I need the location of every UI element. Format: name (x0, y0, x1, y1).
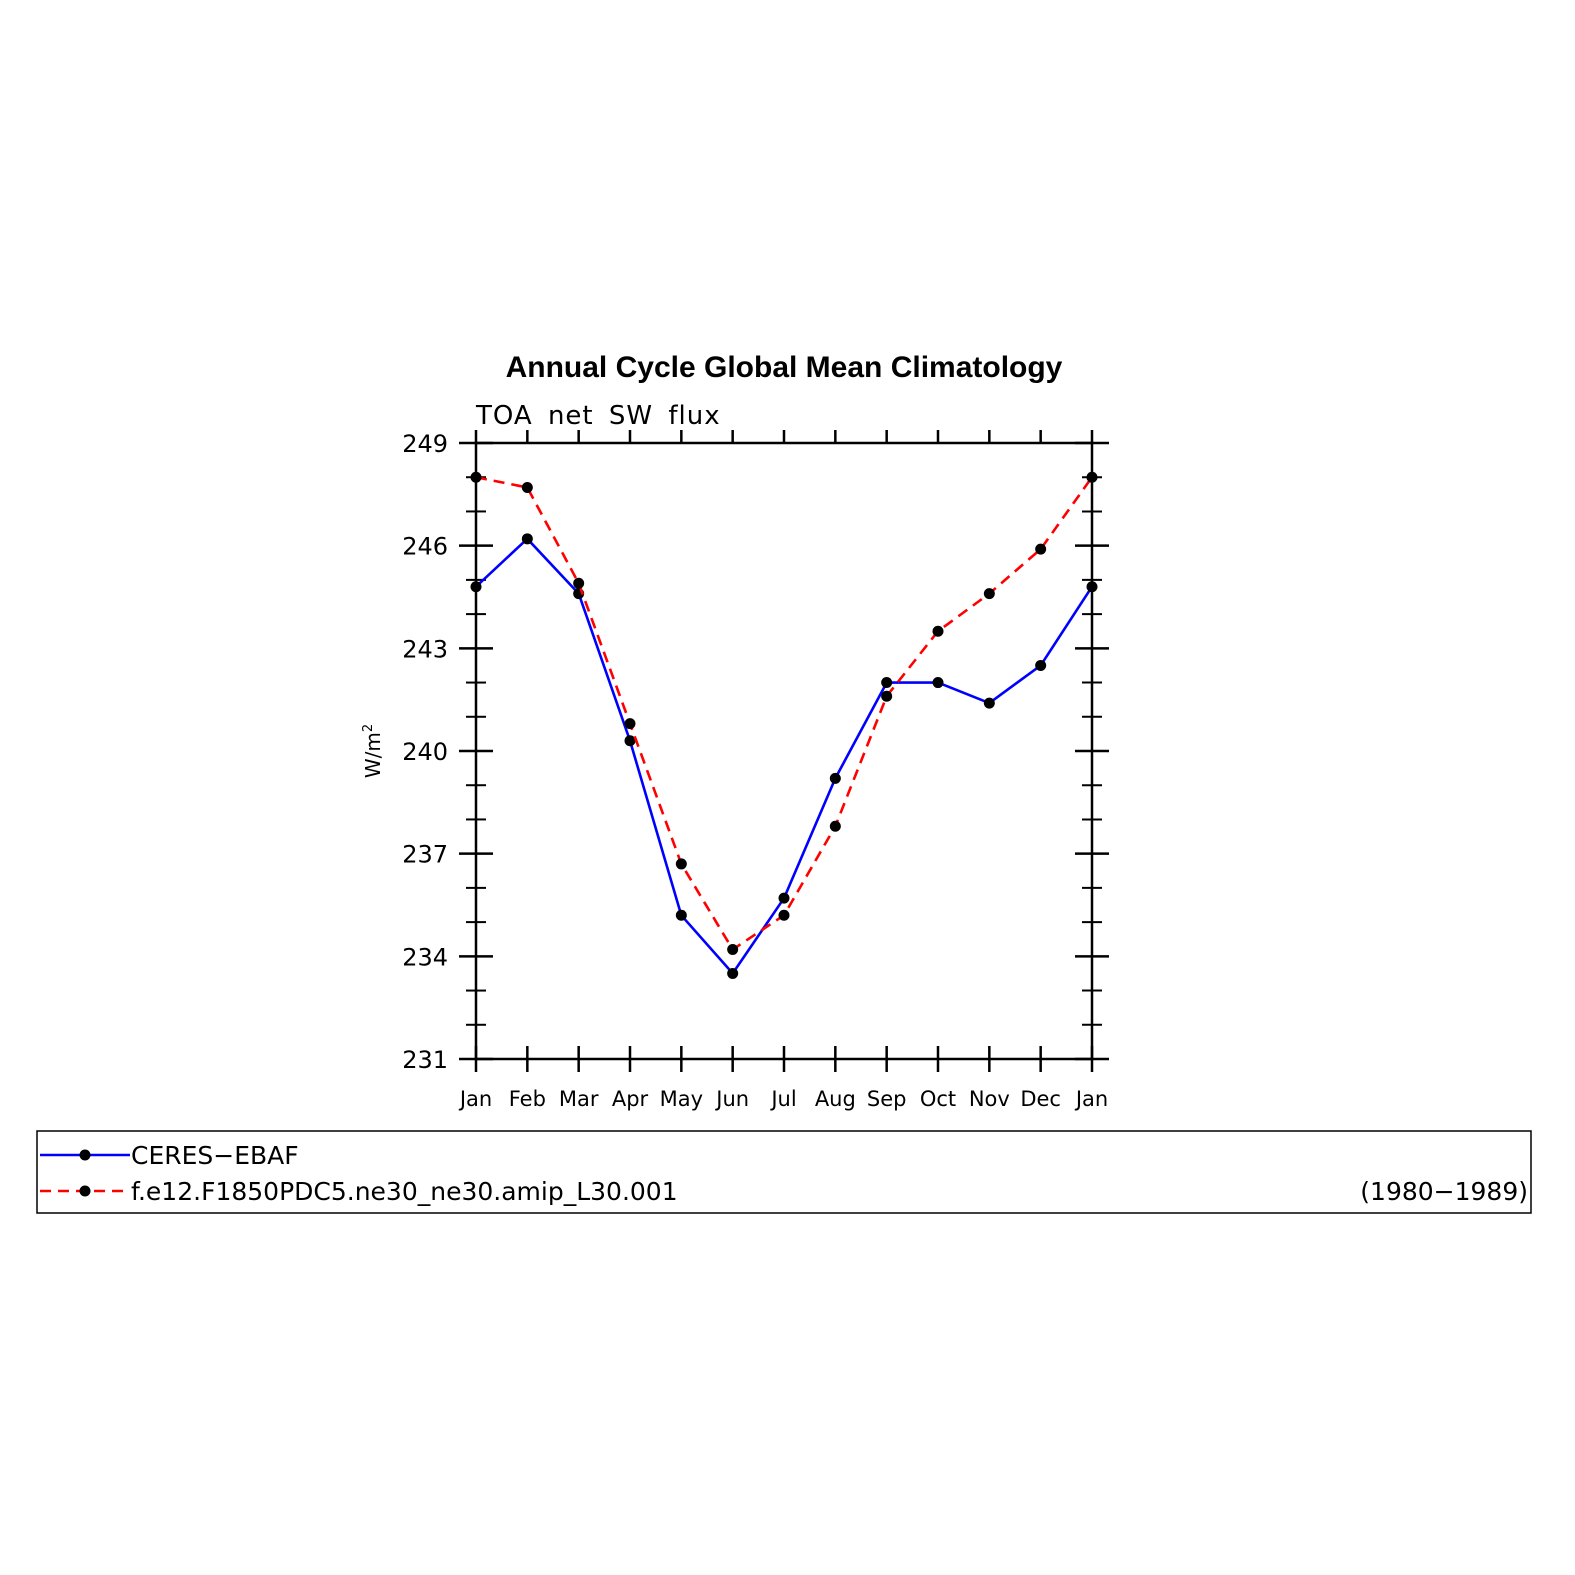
x-tick-label: Jan (1074, 1087, 1108, 1111)
y-tick-label: 234 (402, 943, 448, 971)
x-tick-label: May (660, 1087, 703, 1111)
series-1-point (1086, 471, 1098, 483)
legend: CERES−EBAF f.e12.F1850PDC5.ne30_ne30.amip… (36, 1130, 1532, 1214)
series-1-point (727, 943, 739, 955)
series-0-point (778, 892, 790, 904)
x-tick-label: Dec (1020, 1087, 1061, 1111)
series-0-point (675, 909, 687, 921)
series-1-point (675, 858, 687, 870)
legend-label-1: f.e12.F1850PDC5.ne30_ne30.amip_L30.001 (131, 1177, 678, 1206)
plot-area (470, 471, 1098, 979)
y-tick-label: 231 (402, 1046, 448, 1074)
legend-box (36, 1130, 1532, 1214)
series-0-point (932, 677, 944, 689)
y-tick-label: 237 (402, 841, 448, 869)
x-tick-label: Aug (815, 1087, 856, 1111)
legend-date-range: (1980−1989) (1360, 1177, 1528, 1206)
series-0-point (983, 697, 995, 709)
x-tick-label: Sep (867, 1087, 907, 1111)
y-tick-label: 240 (402, 738, 448, 766)
chart-title: Annual Cycle Global Mean Climatology (506, 351, 1063, 384)
series-1-point (932, 625, 944, 637)
axes: Jan Feb Mar Apr May Jun Jul Aug Sep Oct Nov Dec Jan 2… (402, 430, 1109, 1111)
x-tick-label: Mar (559, 1087, 599, 1111)
series-0-point (521, 533, 533, 545)
series-0-point (881, 677, 893, 689)
series-1-point (1035, 543, 1047, 555)
series-1-point (983, 588, 995, 600)
svg-text:W/m2: W/m2 (361, 724, 385, 778)
series-1-point (521, 481, 533, 493)
series-1-point (470, 471, 482, 483)
y-axis-label-main: W/m (361, 732, 385, 778)
series-0-point (1035, 659, 1047, 671)
chart-subtitle: TOA net SW flux (475, 401, 721, 431)
y-tick-label: 246 (402, 533, 448, 561)
x-tick-label: Feb (509, 1087, 546, 1111)
x-tick-label: Jul (769, 1087, 796, 1111)
series-1-point (829, 820, 841, 832)
series-1-point (573, 577, 585, 589)
plot-frame (474, 441, 1094, 1061)
series-0-point (727, 967, 739, 979)
y-axis-label-superscript: 2 (361, 724, 376, 732)
x-tick-label: Jan (458, 1087, 492, 1111)
series-1-point (881, 690, 893, 702)
series-1-point (624, 718, 636, 730)
series-0-point (1086, 581, 1098, 593)
legend-label-0: CERES−EBAF (131, 1141, 299, 1170)
x-tick-label: Apr (612, 1087, 649, 1111)
x-tick-label: Jun (714, 1087, 749, 1111)
series-line-1 (475, 475, 1094, 951)
y-axis-label: W/m2 (361, 724, 385, 778)
y-tick-label: 243 (402, 635, 448, 663)
x-tick-label: Oct (920, 1087, 956, 1111)
y-tick-label: 249 (402, 430, 448, 458)
series-line-0 (475, 537, 1094, 975)
series-1-point (778, 909, 790, 921)
legend-marker-0 (79, 1149, 91, 1161)
series-0-point (470, 581, 482, 593)
series-0-point (829, 772, 841, 784)
legend-marker-1 (79, 1185, 91, 1197)
series-0-point (624, 735, 636, 747)
x-tick-label: Nov (969, 1087, 1010, 1111)
